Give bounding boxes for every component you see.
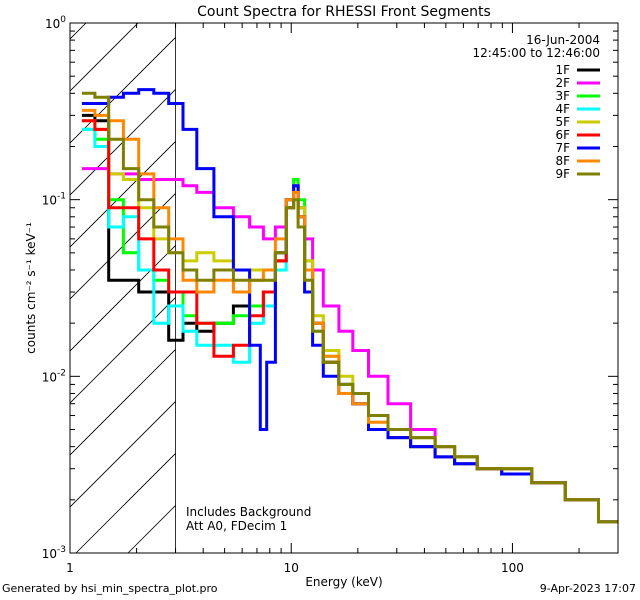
hatch-line xyxy=(0,0,12,553)
hatch-line xyxy=(70,296,176,404)
legend-label-2F: 2F xyxy=(555,76,570,90)
x-axis: 1 10 100 xyxy=(66,23,619,575)
plot-frame xyxy=(69,22,619,554)
legend-label-1F: 1F xyxy=(555,63,570,77)
series-9F xyxy=(81,91,618,524)
legend-label-9F: 9F xyxy=(555,167,570,181)
date-label: 16-Jun-2004 xyxy=(526,33,600,47)
x-tick-label: 1 xyxy=(66,561,74,575)
x-axis-label: Energy (keV) xyxy=(305,575,382,589)
legend-label-5F: 5F xyxy=(555,115,570,129)
legend-label-4F: 4F xyxy=(555,102,570,116)
y-tick-label: 10-2 xyxy=(42,368,66,384)
series-group xyxy=(81,88,618,524)
hatch-line xyxy=(70,400,176,508)
footer-generated-by: Generated by hsi_min_spectra_plot.pro xyxy=(2,582,218,595)
hatch-line xyxy=(70,36,176,144)
series-4F xyxy=(81,127,618,524)
hatch-line xyxy=(70,23,87,40)
footer-timestamp: 9-Apr-2023 17:07 xyxy=(539,582,636,595)
hatch-line xyxy=(70,348,176,456)
annotation-attenuator: Att A0, FDecim 1 xyxy=(186,519,287,533)
series-7F xyxy=(81,88,618,524)
legend-label-8F: 8F xyxy=(555,154,570,168)
chart-title: Count Spectra for RHESSI Front Segments xyxy=(197,4,491,20)
hatch-line xyxy=(70,88,176,196)
hatch-lines xyxy=(0,0,640,553)
hatch-line xyxy=(440,0,640,553)
y-axis-label: counts cm⁻² s⁻¹ keV⁻¹ xyxy=(24,222,38,354)
legend-label-6F: 6F xyxy=(555,128,570,142)
y-tick-label: 10-3 xyxy=(42,545,66,561)
series-1F xyxy=(81,113,618,524)
y-tick-label: 10-1 xyxy=(42,192,66,208)
x-tick-label: 100 xyxy=(501,561,524,575)
y-tick-label: 100 xyxy=(45,15,66,31)
series-3F xyxy=(81,127,618,524)
y-axis: 100 10-1 10-2 10-3 xyxy=(42,15,618,561)
legend-label-3F: 3F xyxy=(555,89,570,103)
legend-label-7F: 7F xyxy=(555,141,570,155)
hatch-line xyxy=(70,244,176,352)
time-range-label: 12:45:00 to 12:46:00 xyxy=(473,46,600,60)
series-8F xyxy=(81,108,618,524)
hatch-line xyxy=(75,452,176,553)
hatch-line xyxy=(70,23,139,92)
series-2F xyxy=(81,167,618,524)
annotation-background: Includes Background xyxy=(186,505,311,519)
x-tick-label: 10 xyxy=(284,561,299,575)
hatched-region xyxy=(0,0,640,553)
hatch-line xyxy=(70,192,176,300)
